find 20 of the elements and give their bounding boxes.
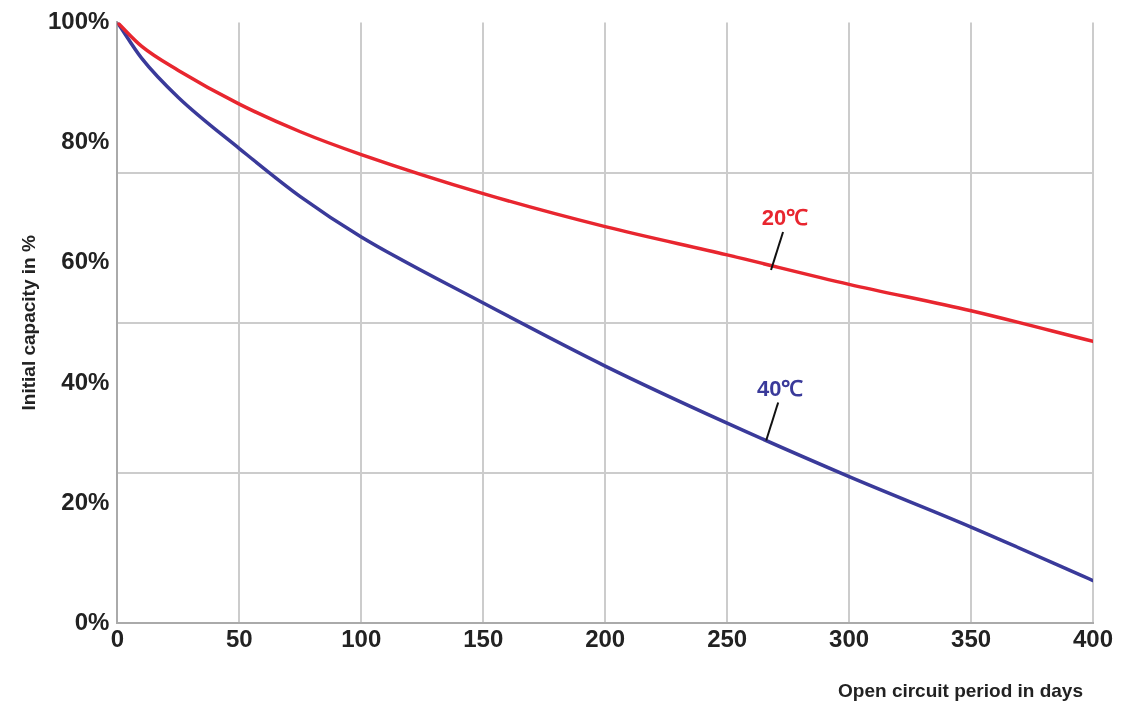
line-series xyxy=(117,22,1093,344)
y-tick-label: 60% xyxy=(61,247,110,275)
annotation: 40℃ xyxy=(756,375,804,401)
y-tick-label: 100% xyxy=(47,7,110,35)
x-tick-label: 400 xyxy=(1072,625,1114,653)
y-tick-label: 40% xyxy=(61,367,110,395)
y-tick-label: 80% xyxy=(61,127,110,155)
x-tick-label: 350 xyxy=(951,625,992,653)
x-tick-label: 100 xyxy=(341,625,382,653)
y-tick-label: 0% xyxy=(74,607,110,635)
x-tick-label: 50 xyxy=(225,625,253,653)
x-tick-label: 0 xyxy=(110,625,125,653)
x-tick-label: 200 xyxy=(585,625,626,653)
y-axis-title: Initial capacity in % xyxy=(18,235,40,411)
x-tick-label: 150 xyxy=(463,625,504,653)
x-tick-label: 250 xyxy=(707,625,748,653)
x-axis-title: Open circuit period in days xyxy=(838,680,1083,702)
x-tick-label: 300 xyxy=(829,625,870,653)
y-tick-label: 20% xyxy=(61,487,110,515)
annotation: 20℃ xyxy=(761,204,809,230)
